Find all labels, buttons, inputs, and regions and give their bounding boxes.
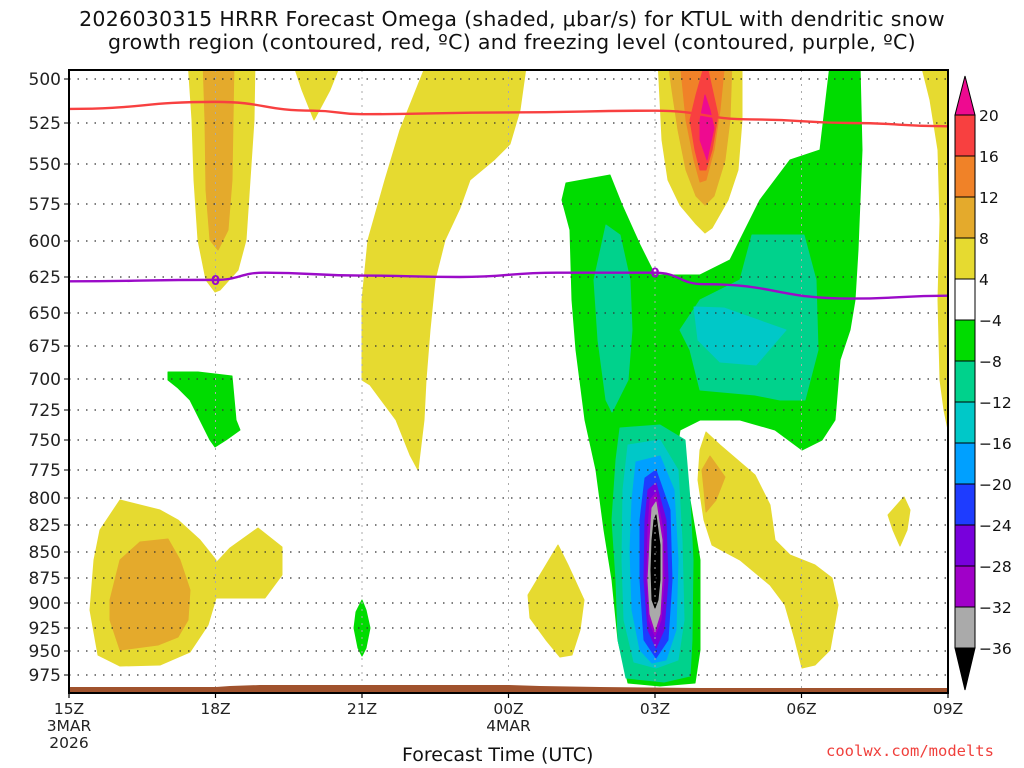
y-tick-label: 625 xyxy=(29,268,61,288)
colorbar-label: −16 xyxy=(979,435,1012,453)
x-axis-title: Forecast Time (UTC) xyxy=(402,744,594,766)
colorbar-swatch xyxy=(954,606,976,649)
colorbar-label: −36 xyxy=(979,640,1012,658)
colorbar-label: 4 xyxy=(979,271,989,289)
x-tick-label: 06Z xyxy=(786,700,816,718)
shade-right-edge xyxy=(921,70,948,431)
colorbar-swatch xyxy=(954,196,976,239)
colorbar-swatch xyxy=(954,237,976,280)
x-tick-sublabel: 2026 xyxy=(49,734,88,752)
x-tick-label: 09Z xyxy=(933,700,963,718)
chart-title-line-2: growth region (contoured, red, ºC) and f… xyxy=(108,30,916,54)
y-tick-label: 775 xyxy=(29,461,61,481)
dendritic-growth-contour xyxy=(68,100,949,128)
y-tick-label: 650 xyxy=(29,304,61,324)
colorbar-extend-top xyxy=(954,75,976,116)
colorbar-label: −12 xyxy=(979,394,1012,412)
colorbar-swatch xyxy=(954,483,976,526)
chart-title-line-1: 2026030315 HRRR Forecast Omega (shaded, … xyxy=(79,7,945,31)
y-tick-label: 725 xyxy=(29,401,61,421)
x-tick-sublabel: 3MAR xyxy=(47,717,92,735)
colorbar-swatch xyxy=(954,114,976,157)
colorbar-label: −32 xyxy=(979,599,1012,617)
colorbar-label: −8 xyxy=(979,353,1002,371)
shade-cyan-right xyxy=(693,306,787,366)
y-tick-label: 750 xyxy=(29,431,61,451)
colorbar-label: −20 xyxy=(979,476,1012,494)
ground-surface xyxy=(69,685,948,693)
colorbar-label: 16 xyxy=(979,148,999,166)
y-tick-label: 575 xyxy=(29,195,61,215)
colorbar-label: 8 xyxy=(979,230,989,248)
x-tick-sublabel: 4MAR xyxy=(486,717,531,735)
y-tick-label: 875 xyxy=(29,569,61,589)
shade-21z-green xyxy=(353,599,371,657)
x-tick-label: 03Z xyxy=(640,700,670,718)
x-tick-label: 21Z xyxy=(347,700,377,718)
y-tick-label: 900 xyxy=(29,594,61,614)
shade-04z-pink xyxy=(699,94,715,161)
colorbar-swatch xyxy=(954,565,976,608)
y-tick-label: 975 xyxy=(29,666,61,686)
freezing-level-label: 0 xyxy=(211,274,220,289)
omega-shading xyxy=(89,70,948,687)
y-tick-label: 600 xyxy=(29,232,61,252)
x-tick-label: 15Z xyxy=(54,700,84,718)
credit-link[interactable]: coolwx.com/modelts xyxy=(826,742,994,760)
colorbar-label: 12 xyxy=(979,189,999,207)
colorbar-label: −28 xyxy=(979,558,1012,576)
shade-17z-green xyxy=(167,371,241,448)
shade-00z-small xyxy=(527,544,585,658)
y-tick-label: 925 xyxy=(29,619,61,639)
colorbar-swatch xyxy=(954,401,976,444)
x-tick-label: 00Z xyxy=(493,700,523,718)
shade-18z-orange xyxy=(202,70,235,251)
y-tick-label: 525 xyxy=(29,114,61,134)
ground-fill xyxy=(69,685,948,693)
y-tick-label: 950 xyxy=(29,642,61,662)
y-tick-label: 675 xyxy=(29,337,61,357)
colorbar-label: 20 xyxy=(979,107,999,125)
shade-20z-yellow-top xyxy=(294,70,339,121)
grid-lines xyxy=(69,70,948,693)
freezing-level-label: 0 xyxy=(650,267,659,282)
colorbar-swatch xyxy=(954,155,976,198)
y-axis: 500 525 550 575 600 625 650 675 700 725 750 775 800 8… xyxy=(29,70,69,686)
colorbar-swatch xyxy=(954,278,976,321)
shade-08z-small xyxy=(887,496,911,547)
freezing-level-contour xyxy=(68,271,949,300)
y-tick-label: 700 xyxy=(29,370,61,390)
colorbar-swatch xyxy=(954,524,976,567)
colorbar-extend-bottom xyxy=(954,647,976,691)
colorbar-swatch xyxy=(954,319,976,362)
y-tick-label: 550 xyxy=(29,155,61,175)
x-tick-label: 18Z xyxy=(200,700,230,718)
chart-title: 2026030315 HRRR Forecast Omega (shaded, … xyxy=(0,8,1024,54)
y-tick-label: 500 xyxy=(29,70,61,90)
colorbar-swatch xyxy=(954,360,976,403)
colorbar-swatch xyxy=(954,442,976,485)
shade-low-04z xyxy=(697,431,839,669)
colorbar-label: −4 xyxy=(979,312,1002,330)
y-tick-label: 800 xyxy=(29,489,61,509)
shade-low-15z-orange xyxy=(109,538,191,651)
shade-21z-tongue xyxy=(361,70,527,471)
y-tick-label: 825 xyxy=(29,516,61,536)
colorbar-legend: 20 16 12 8 4 −4 −8 −12 −16 −20 −24 −28 −32 −36 xyxy=(954,75,1012,691)
colorbar-label: −24 xyxy=(979,517,1012,535)
y-tick-label: 850 xyxy=(29,543,61,563)
